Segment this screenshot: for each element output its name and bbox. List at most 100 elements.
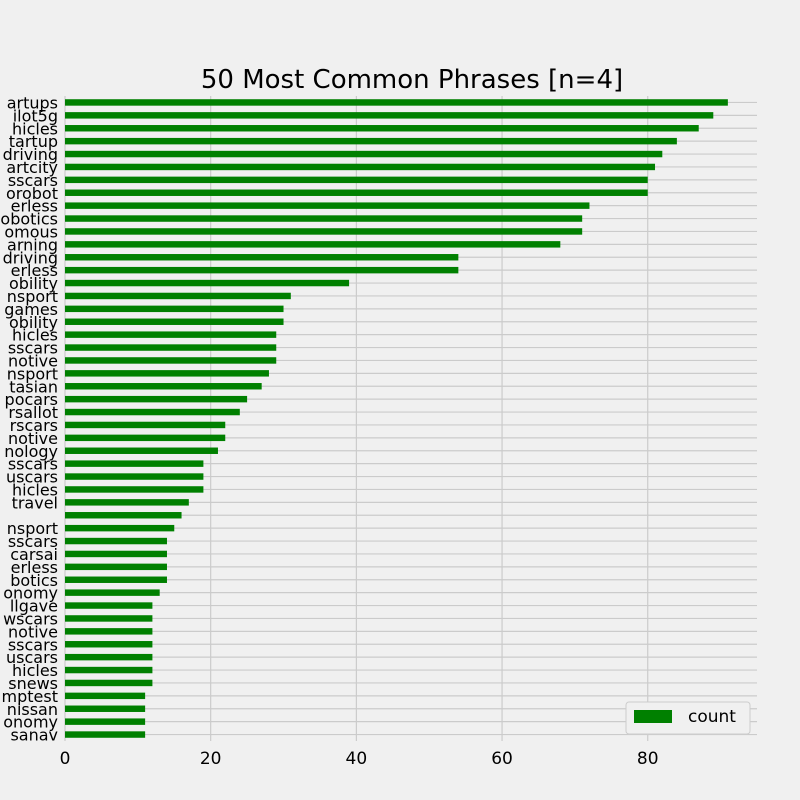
bar <box>65 499 189 506</box>
bar <box>65 125 699 132</box>
category-label: hicles <box>12 661 58 680</box>
x-axis-ticks: 0 20 40 60 80 <box>60 749 659 769</box>
bar <box>65 589 160 596</box>
category-label: sanav <box>10 726 58 745</box>
bar <box>65 370 269 377</box>
bar <box>65 279 350 287</box>
category-label: notive <box>8 351 58 370</box>
category-label: tasian <box>9 377 58 396</box>
bar <box>65 202 590 209</box>
bar <box>65 266 459 274</box>
category-label: travel <box>12 493 58 512</box>
category-label: erless <box>11 261 58 280</box>
category-label: notive <box>8 622 58 641</box>
bar <box>65 395 248 403</box>
category-label: llgave <box>10 597 58 616</box>
bar <box>65 537 167 545</box>
category-label: pocars <box>5 390 58 409</box>
bar <box>65 653 153 661</box>
bar <box>65 305 284 313</box>
bar <box>65 550 167 558</box>
bar <box>65 408 240 416</box>
bar <box>65 473 204 480</box>
category-label: tartup <box>9 132 58 151</box>
bar <box>65 150 663 158</box>
category-label: artups <box>7 93 58 112</box>
category-label: onomy <box>3 713 58 732</box>
bar <box>65 692 146 700</box>
bar <box>65 112 714 119</box>
category-label: sscars <box>8 455 58 474</box>
category-label: sscars <box>8 635 58 654</box>
bar <box>65 331 277 338</box>
chart-title: 50 Most Common Phrases [n=4] <box>201 65 623 95</box>
bar <box>65 421 226 429</box>
category-label: nsport <box>7 364 58 383</box>
category-label: erless <box>11 197 58 216</box>
bar <box>65 318 284 325</box>
bar <box>65 666 153 674</box>
bar <box>65 344 277 351</box>
category-label: hicles <box>12 119 58 138</box>
bar <box>65 163 656 171</box>
bar <box>65 189 648 196</box>
category-labels: artupsilot5ghiclestartupdrivingartcityss… <box>0 93 58 744</box>
category-label: nology <box>4 442 58 461</box>
bar <box>65 241 561 248</box>
bar <box>65 641 153 648</box>
bar <box>65 628 153 635</box>
category-label: wscars <box>3 609 58 628</box>
category-label: nissan <box>7 700 58 719</box>
bar <box>65 292 291 300</box>
category-label: obotics <box>0 210 58 229</box>
category-label: uscars <box>6 468 58 487</box>
bar <box>65 524 175 532</box>
category-label: nsport <box>7 519 58 538</box>
bar <box>65 434 226 442</box>
category-label: hicles <box>12 480 58 499</box>
category-label: games <box>4 300 58 319</box>
category-label: carsai <box>10 545 58 564</box>
category-label: botics <box>10 571 58 590</box>
category-label: obility <box>9 274 58 293</box>
bar <box>65 215 583 222</box>
category-label: erless <box>11 558 58 577</box>
bar <box>65 486 204 493</box>
category-label: sscars <box>8 339 58 358</box>
bar <box>65 460 204 467</box>
category-label: uscars <box>6 648 58 667</box>
category-label: driving <box>3 248 58 267</box>
bar <box>65 137 677 145</box>
category-label: sscars <box>8 171 58 190</box>
bar <box>65 383 262 390</box>
category-label: rscars <box>10 416 58 435</box>
legend-label: count <box>688 707 736 727</box>
bar <box>65 731 146 738</box>
category-label: ilot5g <box>13 106 58 125</box>
category-label: artcity <box>6 158 58 177</box>
category-label: orobot <box>6 184 58 203</box>
bars <box>65 99 728 738</box>
bar <box>65 228 583 235</box>
legend-swatch <box>634 710 672 723</box>
x-tick-label: 40 <box>346 749 368 769</box>
bar <box>65 718 146 725</box>
bar <box>65 576 167 583</box>
x-tick-label: 0 <box>60 749 71 769</box>
bar <box>65 705 146 712</box>
bar <box>65 615 153 622</box>
x-tick-label: 60 <box>491 749 513 769</box>
x-tick-label: 80 <box>637 749 659 769</box>
category-label: driving <box>3 145 58 164</box>
bar <box>65 447 218 454</box>
bar <box>65 679 153 687</box>
category-label: hicles <box>12 326 58 345</box>
bar <box>65 357 277 364</box>
bar <box>65 563 167 571</box>
bar <box>65 176 648 184</box>
legend: count <box>625 701 751 735</box>
category-label: omous <box>4 222 58 241</box>
category-label: snews <box>8 674 58 693</box>
category-label: nsport <box>7 287 58 306</box>
